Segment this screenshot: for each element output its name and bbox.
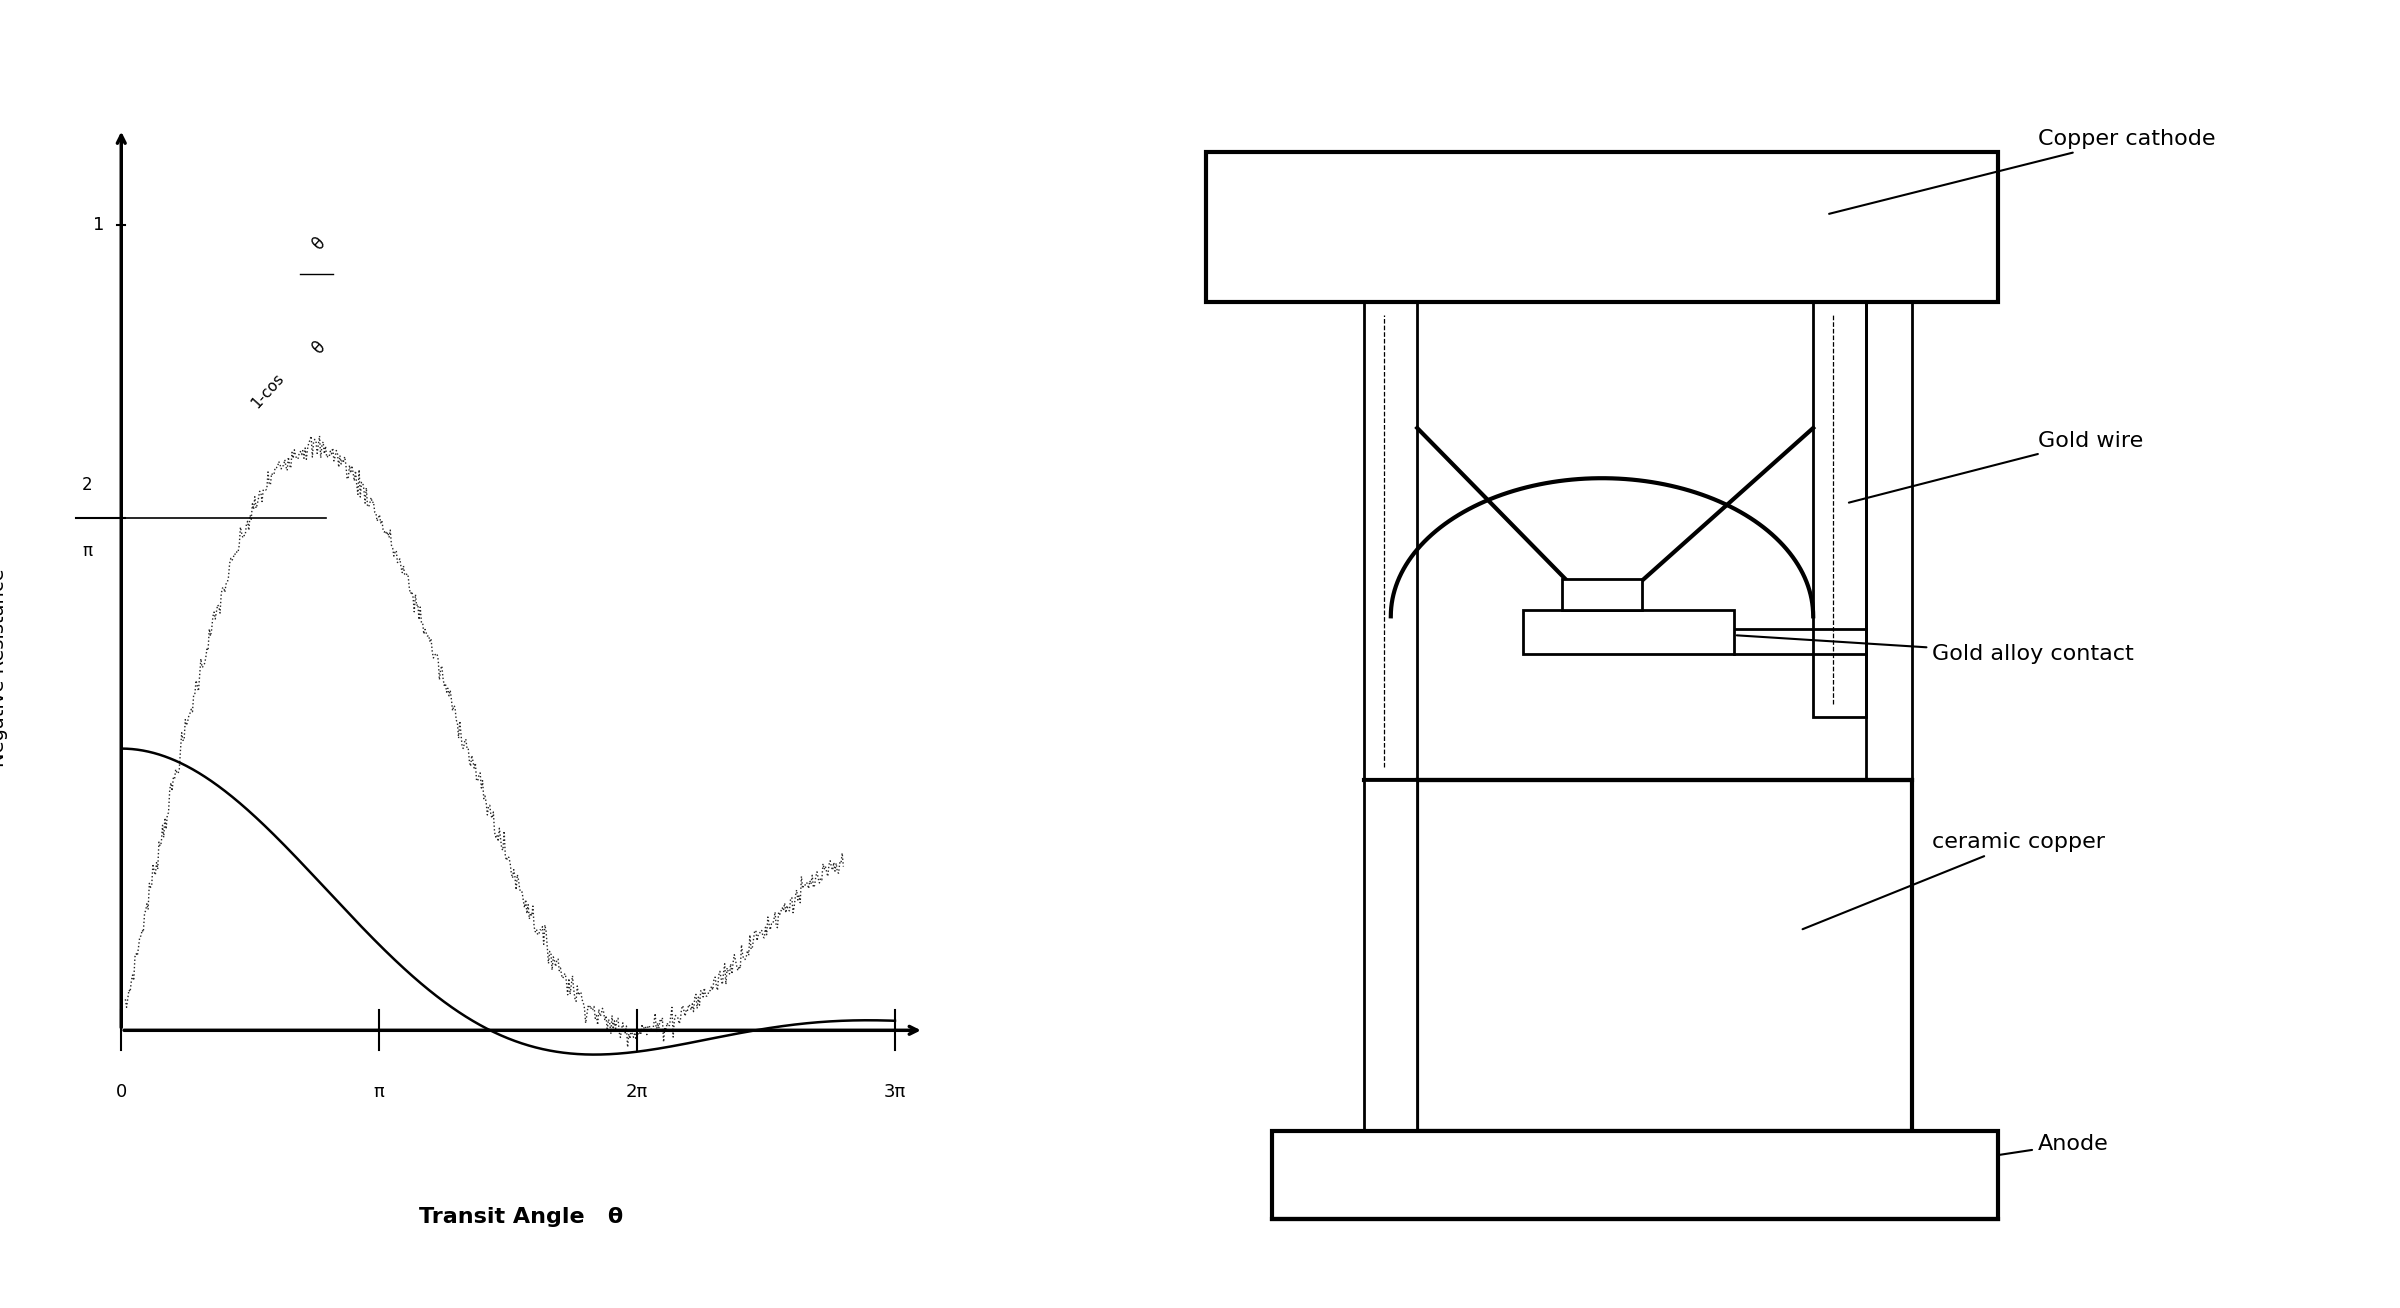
Text: Gold wire: Gold wire	[1848, 430, 2143, 502]
Text: Anode: Anode	[1870, 1134, 2107, 1175]
Bar	[1366, 780, 1416, 1131]
Text: 2: 2	[82, 476, 94, 493]
Text: π: π	[374, 1083, 384, 1100]
Text: θ: θ	[310, 339, 329, 358]
Text: Copper cathode: Copper cathode	[1829, 129, 2215, 213]
Bar	[1562, 578, 1642, 610]
Bar	[1814, 302, 1867, 717]
Bar	[1524, 610, 1733, 654]
Text: θ: θ	[310, 234, 329, 254]
Text: 2π: 2π	[626, 1083, 648, 1100]
Text: π: π	[82, 542, 94, 560]
Bar	[1416, 780, 1913, 1131]
Bar	[1272, 1131, 1997, 1219]
Text: Transit Angle   θ: Transit Angle θ	[420, 1207, 624, 1227]
Bar	[1366, 302, 1416, 780]
Text: 0: 0	[115, 1083, 127, 1100]
Text: ceramic copper: ceramic copper	[1802, 832, 2105, 929]
Text: 1-cos: 1-cos	[250, 370, 288, 411]
Bar	[1207, 152, 1997, 302]
Text: Gold alloy contact: Gold alloy contact	[1738, 636, 2134, 664]
Text: 3π: 3π	[883, 1083, 907, 1100]
Text: Negative Resistance: Negative Resistance	[0, 569, 7, 768]
Text: 1: 1	[94, 216, 106, 234]
